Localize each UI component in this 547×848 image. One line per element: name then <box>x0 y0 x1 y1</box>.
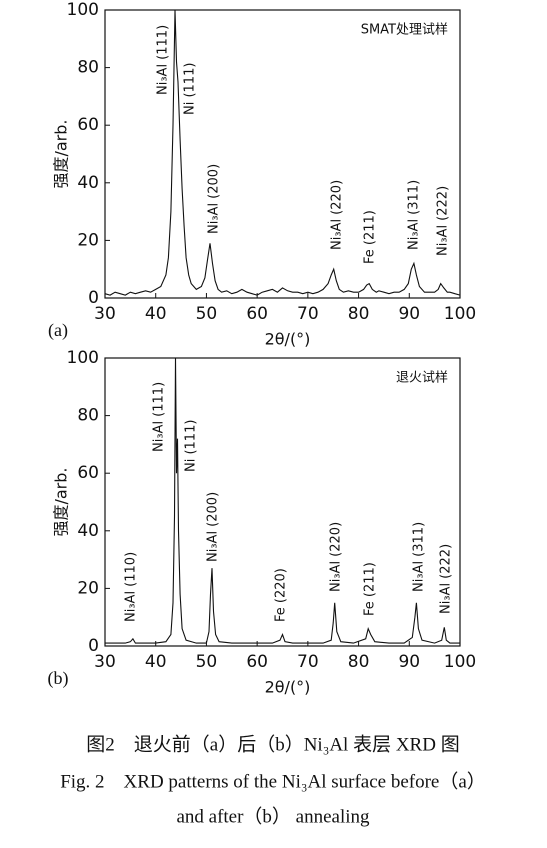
caption-en: and after（b） annealing <box>176 805 370 827</box>
peak-label: Ni₃Al (220) <box>330 180 345 250</box>
panel-title: SMAT处理试样 <box>361 23 448 38</box>
x-axis-label: 2θ/(°) <box>265 330 311 349</box>
peak-label: Ni₃Al (311) <box>407 180 422 250</box>
xrd-line <box>104 9 461 296</box>
peak-label: Ni (111) <box>184 420 199 472</box>
y-tick-label: 0 <box>88 288 99 308</box>
x-tick-label: 70 <box>297 304 319 324</box>
y-tick-label: 100 <box>67 0 99 20</box>
x-tick-label: 100 <box>444 304 476 324</box>
peak-label: Ni₃Al (220) <box>329 522 344 592</box>
y-tick-label: 60 <box>77 115 99 135</box>
x-tick-label: 70 <box>297 652 319 672</box>
y-tick-label: 60 <box>77 463 99 483</box>
peak-label: Ni₃Al (111) <box>152 382 167 452</box>
y-tick-label: 40 <box>77 173 99 193</box>
y-tick-label: 80 <box>77 58 99 78</box>
peak-label: Ni₃Al (111) <box>156 25 171 95</box>
peak-label: Fe (211) <box>363 562 378 616</box>
y-tick-label: 80 <box>77 406 99 426</box>
y-tick-label: 20 <box>77 230 99 250</box>
panel-label: (a) <box>48 320 68 341</box>
x-tick-label: 30 <box>94 304 116 324</box>
x-tick-label: 90 <box>398 652 420 672</box>
peak-label: Ni₃Al (200) <box>207 164 222 234</box>
x-tick-label: 50 <box>196 304 218 324</box>
plot-frame <box>104 9 461 299</box>
x-tick-label: 60 <box>246 304 268 324</box>
peak-label: Fe (211) <box>363 210 378 264</box>
y-tick-label: 20 <box>77 578 99 598</box>
xrd-line <box>105 357 460 644</box>
panel-title: 退火试样 <box>396 371 448 386</box>
x-tick-label: 60 <box>246 652 268 672</box>
x-tick-label: 40 <box>145 304 167 324</box>
x-tick-label: 80 <box>348 652 370 672</box>
peak-label: Ni₃Al (222) <box>439 544 454 614</box>
y-tick-label: 100 <box>67 348 99 368</box>
peak-label: Ni (111) <box>183 63 198 115</box>
x-tick-label: 30 <box>94 652 116 672</box>
x-tick-label: 100 <box>444 652 476 672</box>
peak-label: Ni₃Al (200) <box>206 492 221 562</box>
y-axis-label: 强度/arb. <box>52 119 71 188</box>
peak-label: Ni₃Al (311) <box>412 522 427 592</box>
x-tick-label: 90 <box>398 304 420 324</box>
peak-label: Fe (220) <box>274 568 289 622</box>
x-tick-label: 80 <box>348 304 370 324</box>
panel-label: (b) <box>48 668 69 689</box>
y-tick-label: 40 <box>77 521 99 541</box>
x-tick-label: 40 <box>145 652 167 672</box>
y-axis-label: 强度/arb. <box>52 467 71 536</box>
plot-frame <box>104 357 461 647</box>
caption-zh: 图2 退火前（a）后（b）Ni₃Al 表层 XRD 图 <box>86 733 459 755</box>
y-tick-label: 0 <box>88 636 99 656</box>
peak-label: Ni₃Al (222) <box>436 186 451 256</box>
x-tick-label: 50 <box>196 652 218 672</box>
caption-en: Fig. 2 XRD patterns of the Ni₃Al surface… <box>60 770 486 792</box>
x-axis-label: 2θ/(°) <box>265 678 311 697</box>
peak-label: Ni₃Al (110) <box>124 552 139 622</box>
